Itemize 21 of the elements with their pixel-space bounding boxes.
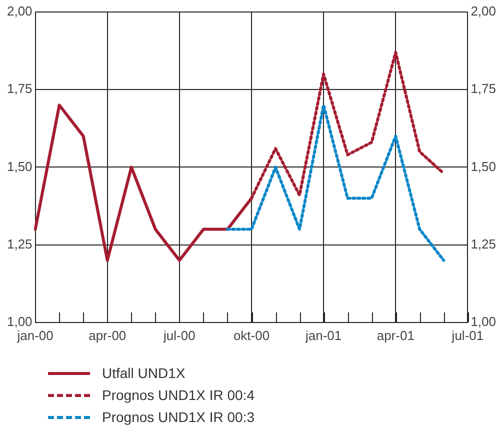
x-tick-label: jan-00 <box>16 328 54 343</box>
x-tick-label: jul-01 <box>450 328 484 343</box>
y2-tick-label: 1,50 <box>470 158 496 174</box>
y-tick-label: 1,75 <box>6 81 32 96</box>
y2-tick-label: 1,75 <box>470 81 496 96</box>
x-tick-label: jul-00 <box>162 328 196 343</box>
x-tick-label: okt-00 <box>233 328 270 343</box>
y2-tick-label: 2,00 <box>470 4 496 19</box>
y-tick-label: 2,00 <box>6 4 32 19</box>
legend-label: Prognos UND1X IR 00:4 <box>102 387 255 403</box>
y-tick-label: 1,00 <box>6 314 32 329</box>
x-tick-label: apr-00 <box>88 328 126 343</box>
legend-label: Utfall UND1X <box>102 365 186 381</box>
line-series <box>226 104 446 262</box>
x-tick-label: jan-01 <box>304 328 342 343</box>
y2-tick-label: 1,00 <box>470 314 496 329</box>
x-tick-label: apr-01 <box>376 328 414 343</box>
y-tick-label: 1,25 <box>6 236 32 252</box>
legend-label: Prognos UND1X IR 00:3 <box>102 409 255 425</box>
y2-tick-label: 1,25 <box>470 236 496 252</box>
y-tick-label: 1,50 <box>6 158 32 174</box>
